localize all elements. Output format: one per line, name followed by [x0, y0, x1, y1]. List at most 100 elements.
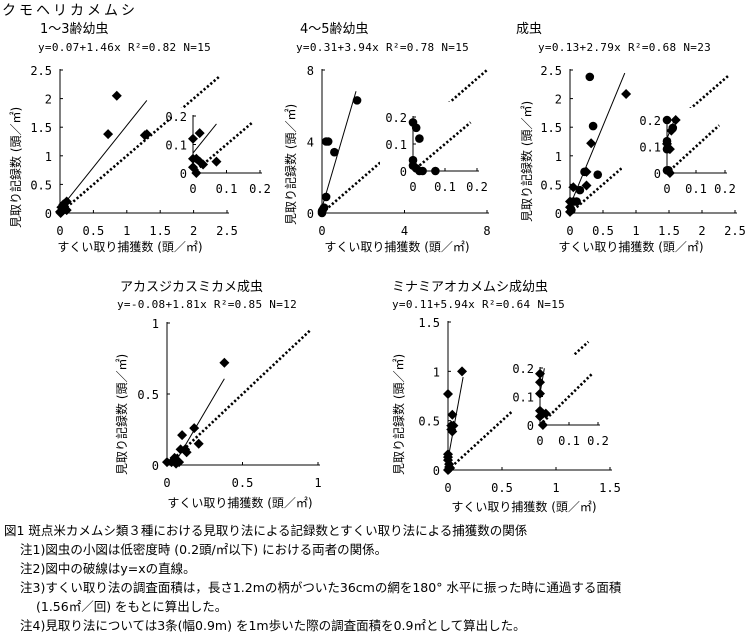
chart-5-data-point	[447, 426, 458, 437]
chart-1-inset-x-tick-label: 0.1	[216, 182, 238, 196]
chart-2-inset-y-tick-label: 0.1	[385, 138, 407, 152]
chart-2-xlabel: すくい取り捕獲数 (頭／㎡)	[324, 240, 470, 254]
chart-1-data-point	[103, 129, 114, 140]
chart-2-inset-y-tick-label: 0.2	[385, 111, 407, 125]
chart-3-data-point	[581, 180, 592, 191]
chart-4-data-point	[193, 438, 204, 449]
chart-1-data-point	[141, 129, 152, 140]
chart-5-inset-y-tick-label: 0	[527, 419, 534, 433]
chart-2-inset-identity-line	[415, 121, 472, 170]
chart-5-x-tick-label: 1.5	[599, 481, 621, 495]
chart-2-inset-data-point	[411, 123, 421, 133]
chart-5-inset-x-tick-label: 0.2	[587, 434, 609, 448]
chart-3-x-tick-label: 2	[698, 224, 705, 238]
chart-5-inset-x-tick-label: 0	[536, 434, 543, 448]
chart-1-data-point	[111, 90, 122, 101]
chart-5-data-point	[443, 389, 453, 400]
chart-5-inset-data-point	[537, 420, 548, 430]
chart-3-x-tick-label: 2.5	[724, 224, 746, 238]
chart-3-data-point	[621, 89, 632, 100]
caption-note-3: 注3)すくい取り法の調査面積は，長さ1.2mの柄がついた36cmの網を180° …	[20, 580, 622, 595]
chart-3-inset-data-point	[664, 166, 673, 175]
chart-5-inset-data-point	[535, 368, 545, 379]
chart-1-x-tick-label: 0.5	[83, 224, 105, 238]
chart-5-title: ミナミアオカメムシ成幼虫	[392, 280, 549, 295]
chart-3-y-tick-label: 2	[555, 93, 562, 107]
chart-1-y-tick-label: 0.5	[30, 178, 52, 192]
chart-3-inset-data-point	[666, 125, 677, 136]
chart-4-x-tick-label: 1	[314, 476, 321, 490]
chart-2-inset-x-tick-label: 0.1	[434, 180, 456, 194]
chart-4-y-tick-label: 0	[152, 459, 159, 473]
chart-1-inset-x-tick-label: 0.2	[249, 182, 271, 196]
chart-5-inset-identity-line	[541, 372, 594, 424]
chart-5-y-tick-label: 1	[433, 365, 440, 379]
chart-2-inset-data-point	[431, 166, 440, 176]
chart-2-data-point	[330, 147, 339, 157]
chart-5-y-tick-label: 0.5	[418, 415, 440, 429]
chart-2-y-tick-label: 4	[307, 136, 314, 150]
chart-1-inset-identity-line	[195, 120, 255, 172]
chart-5-x-tick-label: 1	[552, 481, 559, 495]
chart-2-title: 4～5齢幼虫	[300, 22, 369, 37]
chart-3-data-point	[586, 138, 597, 149]
chart-3-data-point	[588, 121, 598, 131]
chart-4-data-point	[189, 423, 200, 434]
chart-3-equation: y=0.13+2.79x R²=0.68 N=23	[538, 41, 712, 54]
chart-5-x-tick-label: 0	[444, 481, 451, 495]
chart-5-xlabel: すくい取り捕獲数 (頭／㎡)	[451, 500, 597, 514]
chart-1-y-tick-label: 1.5	[30, 121, 52, 135]
chart-2-equation: y=0.31+3.94x R²=0.78 N=15	[296, 41, 470, 54]
chart-3-data-point	[585, 72, 595, 82]
chart-3-y-tick-label: 1	[555, 150, 562, 164]
chart-5-data-point	[443, 465, 453, 475]
chart-5-data-point	[457, 366, 468, 377]
chart-1-inset-y-tick-label: 0.2	[165, 110, 187, 124]
chart-3-inset-x-tick-label: 0.1	[685, 182, 707, 196]
chart-4-data-point	[181, 447, 192, 458]
chart-2-inset-y-tick-label: 0	[400, 165, 407, 179]
chart-1-regression-line	[62, 100, 148, 206]
chart-3-y-tick-label: 0	[555, 207, 562, 221]
chart-3-x-tick-label: 1.5	[658, 224, 680, 238]
scatter-plots: 0 0.5 1 1.5 2 2.5 0 0.5 1 1.5 2 2.5 0 0.1 0.2 0 0.1 0.2 0 4…	[30, 64, 746, 495]
chart-1-inset-regression-line	[192, 123, 217, 154]
chart-3-inset-background	[622, 108, 742, 208]
chart-2-y-tick-label: 8	[307, 64, 314, 78]
chart-1-xlabel: すくい取り捕獲数 (頭／㎡)	[57, 240, 203, 254]
chart-3-inset-x-tick-label: 0.2	[714, 182, 736, 196]
chart-1-inset-data-point	[211, 156, 222, 167]
chart-2-inset-data-point	[418, 166, 427, 176]
chart-1-inset-data-point	[188, 133, 198, 144]
chart-1-equation: y=0.07+1.46x R²=0.82 N=15	[38, 41, 212, 54]
chart-3-data-point	[575, 185, 585, 195]
chart-3-x-tick-label: 0.5	[592, 224, 614, 238]
chart-5-inset-y-tick-label: 0.2	[512, 362, 534, 376]
chart-5-inset-y-tick-label: 0.1	[512, 391, 534, 405]
chart-5-x-tick-label: 0.5	[491, 481, 513, 495]
chart-3-inset-data-point	[662, 115, 672, 125]
chart-4-title: アカスジカスミカメ成虫	[120, 280, 264, 295]
chart-3-y-tick-label: 2.5	[540, 64, 562, 78]
chart-4-data-point	[177, 430, 188, 441]
chart-4-equation: y=-0.08+1.81x R²=0.85 N=12	[117, 298, 297, 311]
chart-1-y-tick-label: 2.5	[30, 64, 52, 78]
chart-3-data-point	[568, 182, 579, 193]
chart-1-x-tick-label: 0	[56, 224, 63, 238]
chart-2-inset-x-tick-label: 0	[409, 180, 416, 194]
chart-1-inset-data-point	[191, 168, 202, 178]
chart-2-data-point	[321, 192, 331, 202]
chart-3-data-point	[565, 206, 575, 217]
chart-1-y-tick-label: 2	[45, 93, 52, 107]
chart-5-y-tick-label: 0	[433, 464, 440, 478]
chart-3-inset-data-point	[670, 115, 681, 125]
chart-1-data-point	[61, 205, 72, 216]
chart-5-inset-data-point	[535, 377, 545, 388]
chart-1-inset-y-tick-label: 0	[180, 167, 187, 181]
chart-3-inset-y-tick-label: 0	[654, 167, 661, 181]
chart-3-y-tick-label: 0.5	[540, 178, 562, 192]
chart-5-inset-x-tick-label: 0.1	[558, 434, 580, 448]
chart-1-y-tick-label: 1	[45, 150, 52, 164]
chart-2-regression-line	[321, 91, 357, 208]
chart-5-inset-data-point	[535, 388, 545, 399]
